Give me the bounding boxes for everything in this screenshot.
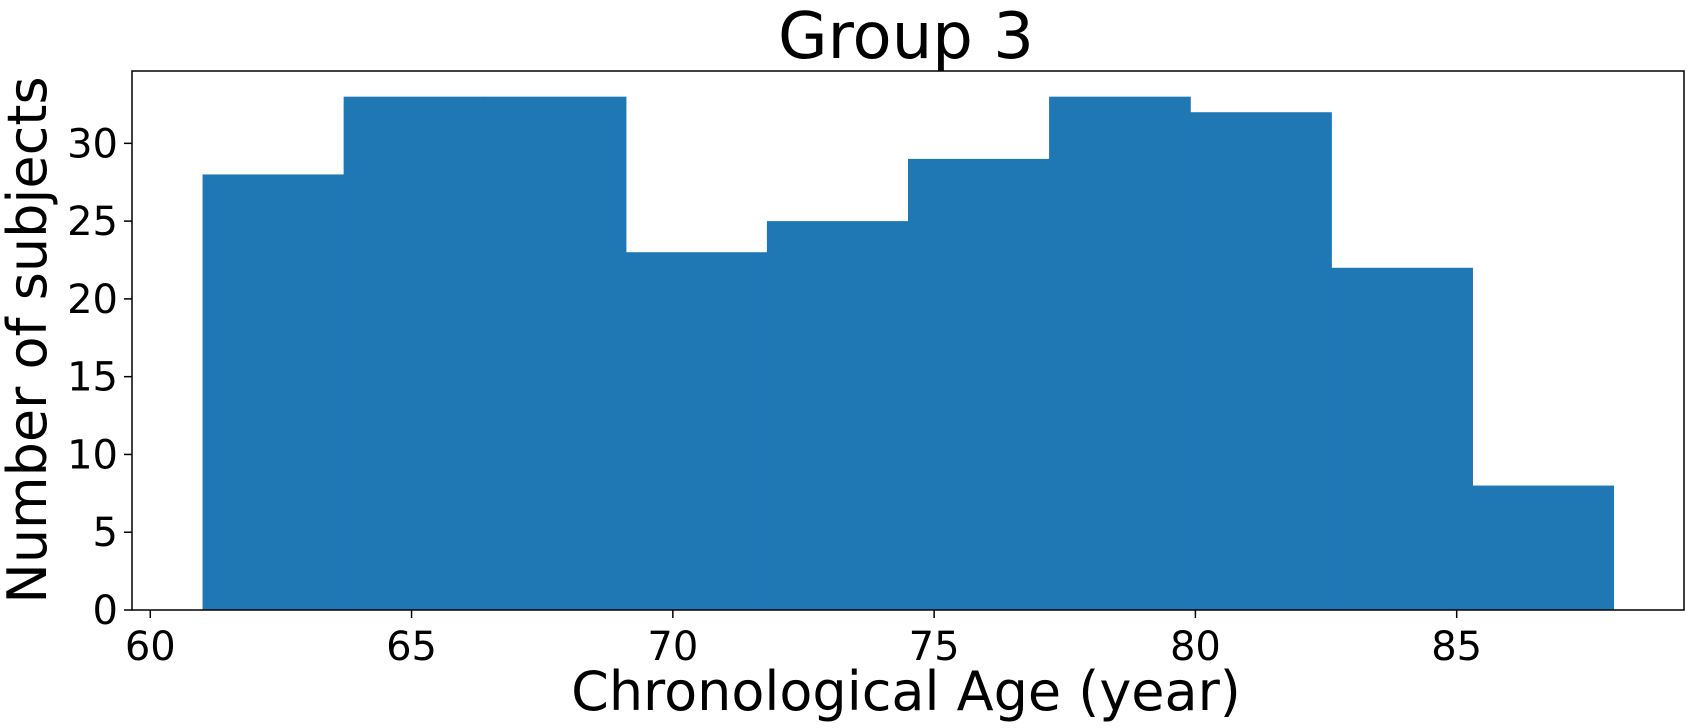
x-tick-label: 60 [125, 624, 176, 670]
histogram-bar [484, 96, 627, 610]
histogram-bar [1472, 485, 1615, 610]
x-axis: 60 65 70 75 80 85 [125, 610, 1482, 670]
y-tick-label: 15 [67, 355, 118, 401]
histogram-bar [1190, 112, 1332, 610]
histogram-bar [343, 96, 486, 610]
histogram-bar [625, 252, 768, 610]
y-tick-label: 0 [93, 588, 118, 634]
x-tick-label: 85 [1431, 624, 1482, 670]
y-tick-label: 20 [67, 277, 118, 323]
histogram-bar [908, 158, 1050, 610]
y-tick-label: 25 [67, 199, 118, 245]
y-tick-label: 30 [67, 121, 118, 167]
y-tick-label: 10 [67, 432, 118, 478]
x-tick-label: 80 [1170, 624, 1221, 670]
bars-group [202, 96, 1615, 610]
y-axis-label: Number of subjects [0, 76, 59, 603]
histogram-bar [766, 221, 909, 610]
x-axis-label: Chronological Age (year) [571, 660, 1241, 723]
x-tick-label: 65 [386, 624, 437, 670]
plot-frame [131, 70, 1685, 611]
histogram-bar [1331, 267, 1473, 610]
y-tick-label: 5 [93, 510, 118, 556]
histogram-bar [202, 174, 345, 610]
chart-title: Group 3 [778, 0, 1034, 74]
x-tick-label: 70 [647, 624, 698, 670]
x-tick-label: 75 [909, 624, 960, 670]
y-axis: 0 5 10 15 20 25 30 [67, 121, 132, 634]
histogram-bar [1049, 96, 1191, 610]
